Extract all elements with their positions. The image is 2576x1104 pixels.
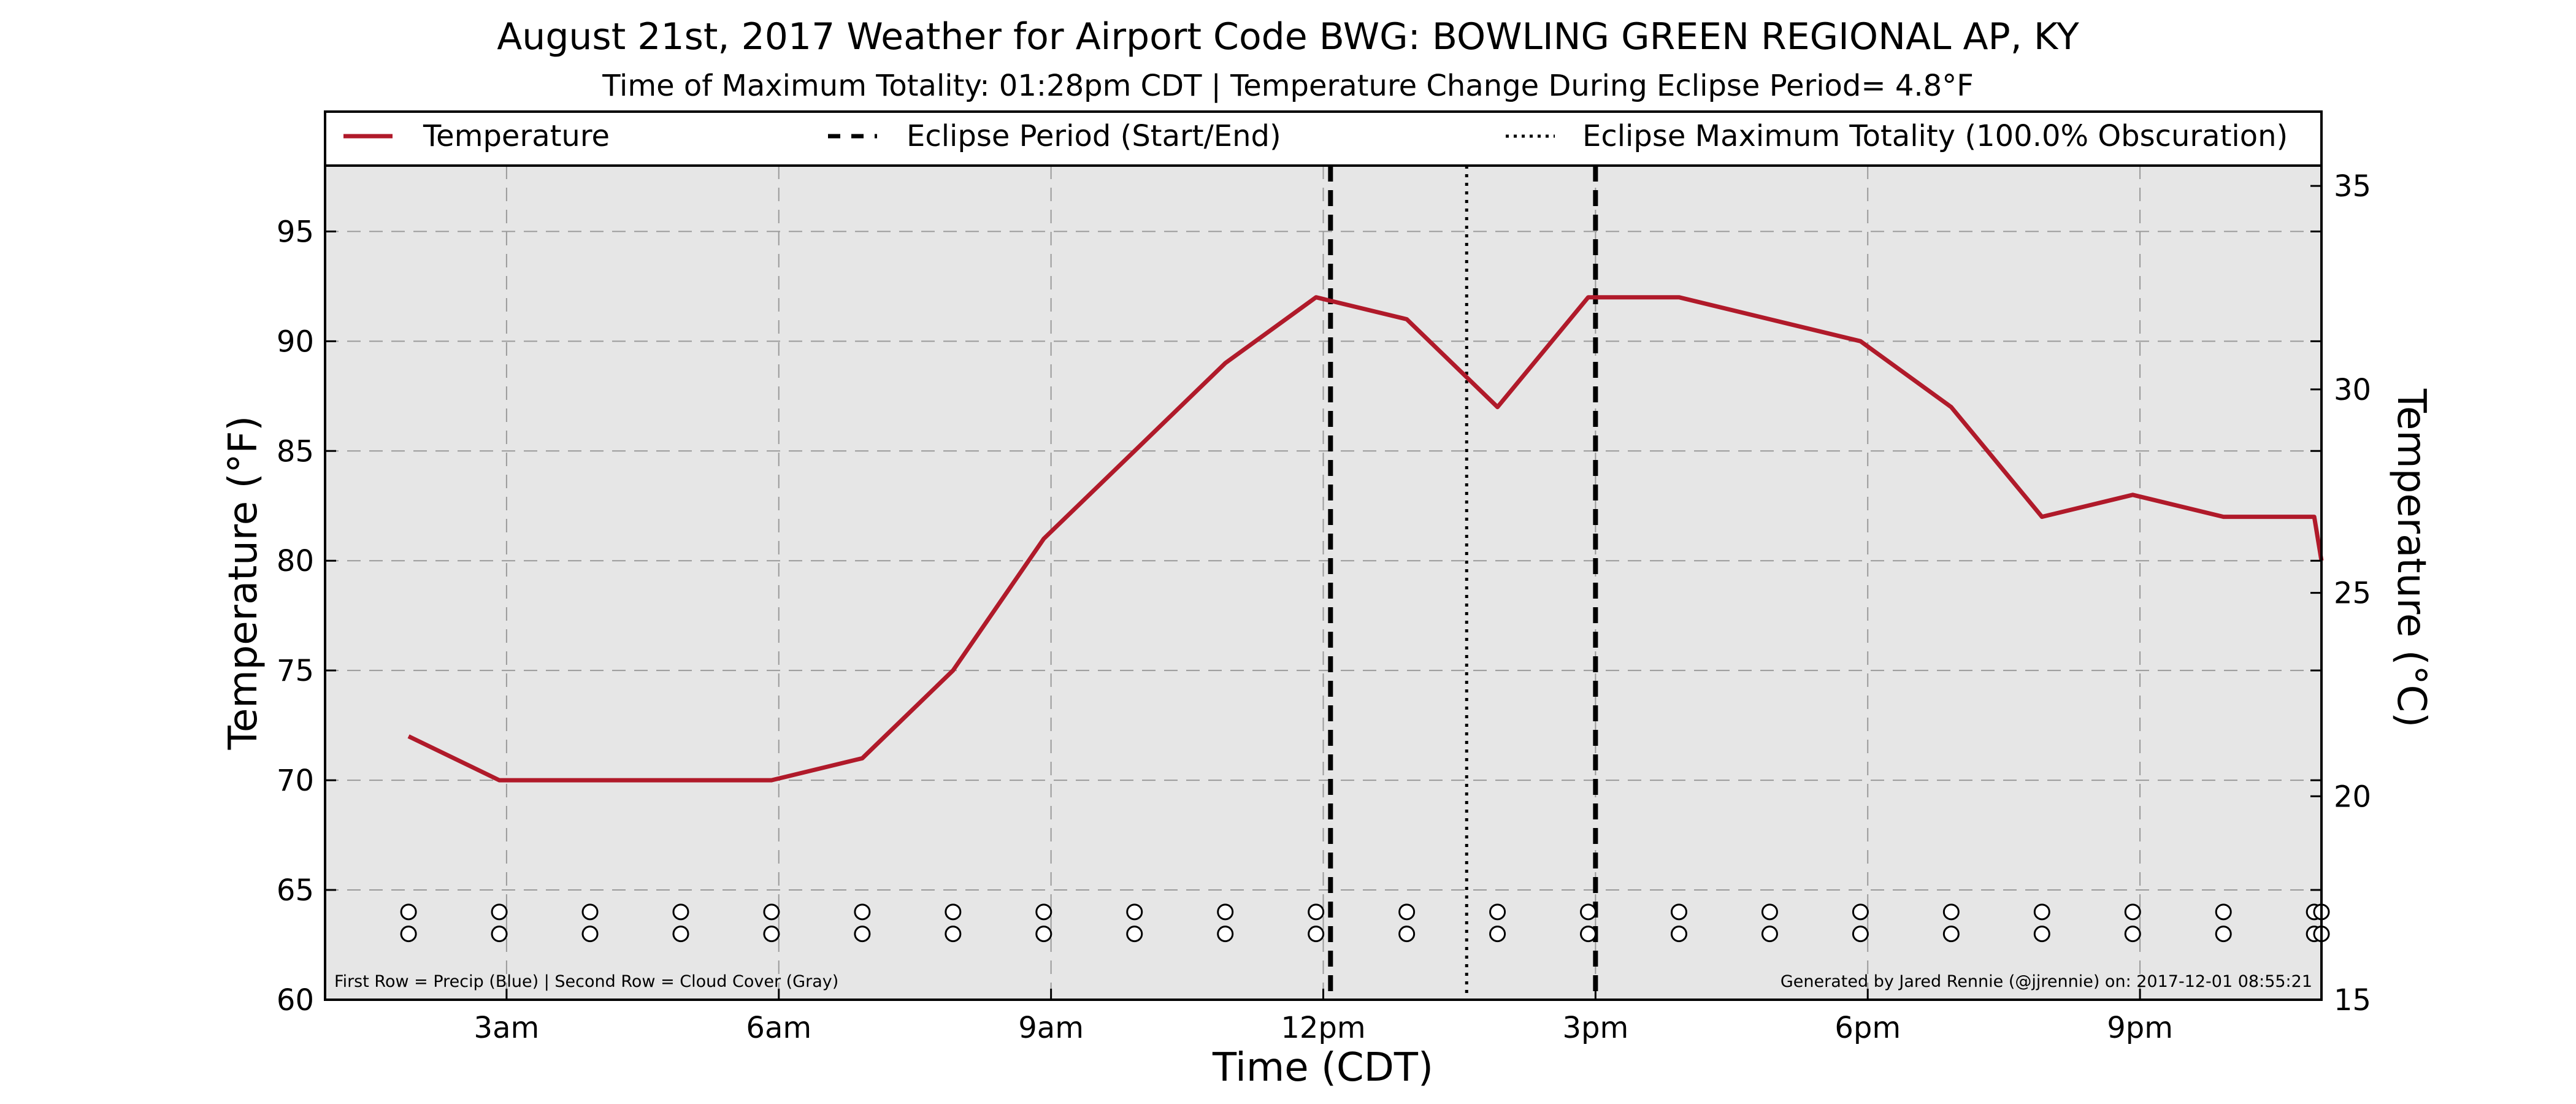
axes-layer: 60 65 70 75 80 85 90 95 3am 6am 9am 12pm 3pm 6pm 9pm 15… — [277, 169, 2371, 1045]
cloud-cover-marker — [1126, 926, 1143, 943]
precip-marker — [945, 903, 962, 921]
cloud-cover-marker — [1942, 926, 1960, 943]
x-tick-label: 6am — [746, 1011, 811, 1045]
y-tick-label: 85 — [277, 434, 314, 469]
legend-eclipse-period-label: Eclipse Period (Start/End) — [907, 119, 1281, 153]
cloud-cover-marker — [581, 926, 599, 943]
precip-marker — [2033, 903, 2050, 921]
precip-marker — [2215, 903, 2232, 921]
precip-marker — [672, 903, 689, 921]
cloud-cover-marker — [1308, 926, 1325, 943]
legend-eclipse-max-label: Eclipse Maximum Totality (100.0% Obscura… — [1582, 119, 2288, 153]
chart-subtitle: Time of Maximum Totality: 01:28pm CDT | … — [602, 69, 1974, 103]
precip-marker — [1398, 903, 1416, 921]
cloud-cover-marker — [1761, 926, 1778, 943]
precip-marker — [1942, 903, 1960, 921]
x-tick-label: 9pm — [2107, 1011, 2173, 1045]
cloud-cover-marker — [1852, 926, 1869, 943]
x-tick-label: 12pm — [1281, 1011, 1365, 1045]
x-axis-label: Time (CDT) — [1212, 1045, 1433, 1091]
precip-marker — [2124, 903, 2141, 921]
cloud-cover-marker — [672, 926, 689, 943]
x-tick-label: 6pm — [1834, 1011, 1901, 1045]
legend-temperature-label: Temperature — [423, 119, 610, 153]
precip-marker — [1761, 903, 1778, 921]
cloud-cover-marker — [491, 926, 508, 943]
y-tick-label: 95 — [277, 215, 314, 249]
y2-axis-label: Temperature (°C) — [2388, 388, 2434, 727]
cloud-cover-marker — [763, 926, 780, 943]
y2-tick-label: 25 — [2334, 577, 2371, 611]
x-tick-label: 9am — [1018, 1011, 1084, 1045]
cloud-cover-marker — [854, 926, 871, 943]
cloud-cover-marker — [1217, 926, 1234, 943]
cloud-cover-marker — [2124, 926, 2141, 943]
eclipse-markers — [1328, 166, 1598, 1000]
cloud-cover-marker — [945, 926, 962, 943]
cloud-cover-marker — [1580, 926, 1597, 943]
y-tick-label: 70 — [277, 764, 314, 798]
grid-lines — [325, 166, 2321, 1000]
cloud-cover-marker — [1489, 926, 1506, 943]
precip-marker — [1035, 903, 1052, 921]
cloud-cover-marker — [2033, 926, 2050, 943]
series-layer — [407, 295, 2324, 783]
y-tick-label: 75 — [277, 654, 314, 688]
precip-marker — [1126, 903, 1143, 921]
y2-tick-label: 35 — [2334, 169, 2371, 204]
y2-tick-label: 15 — [2334, 983, 2371, 1018]
y-tick-label: 60 — [277, 983, 314, 1018]
x-tick-label: 3am — [474, 1011, 540, 1045]
footnote-left: First Row = Precip (Blue) | Second Row =… — [334, 972, 838, 991]
cloud-cover-marker — [1670, 926, 1687, 943]
cloud-cover-marker — [2215, 926, 2232, 943]
precip-marker — [1489, 903, 1506, 921]
cloud-cover-marker — [400, 926, 417, 943]
series-line-temperature — [407, 295, 2324, 783]
precip-marker — [1580, 903, 1597, 921]
precip-marker — [763, 903, 780, 921]
precip-marker — [854, 903, 871, 921]
legend-box — [324, 110, 2323, 167]
chart-title: August 21st, 2017 Weather for Airport Co… — [497, 15, 2079, 58]
y-tick-label: 90 — [277, 324, 314, 359]
y-axis-label: Temperature (°F) — [221, 416, 266, 751]
precip-marker — [1308, 903, 1325, 921]
y-tick-label: 65 — [277, 873, 314, 908]
y2-tick-label: 30 — [2334, 373, 2371, 407]
y-tick-label: 80 — [277, 544, 314, 578]
precip-marker — [581, 903, 599, 921]
precip-marker — [400, 903, 417, 921]
cloud-cover-marker — [1398, 926, 1416, 943]
precip-marker — [1217, 903, 1234, 921]
precip-marker — [1670, 903, 1687, 921]
precip-marker — [1852, 903, 1869, 921]
x-tick-label: 3pm — [1562, 1011, 1628, 1045]
y2-tick-label: 20 — [2334, 780, 2371, 814]
footnote-right: Generated by Jared Rennie (@jjrennie) on… — [1781, 972, 2312, 991]
cloud-cover-marker — [1035, 926, 1052, 943]
precip-marker — [491, 903, 508, 921]
